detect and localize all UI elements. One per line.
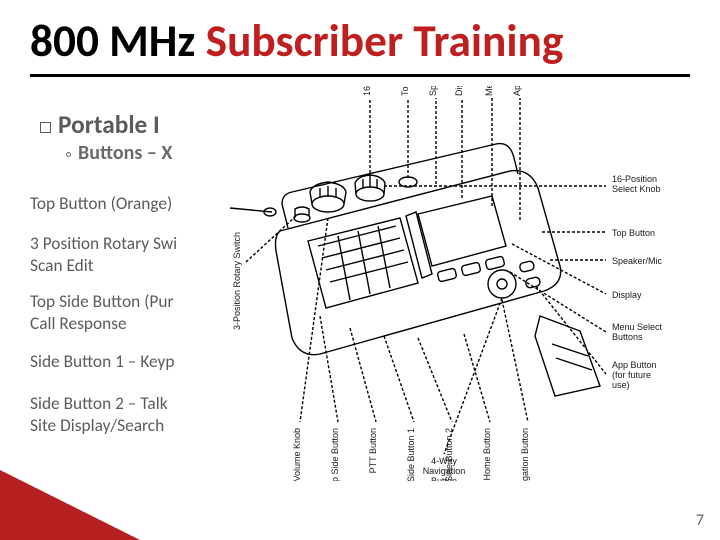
slide: 800 MHz Subscriber Training Portable I B… xyxy=(0,0,720,540)
lbl-bot-0: On/Off/ Volume Knob xyxy=(292,428,302,481)
lbl-bot-3: Side Button 1 xyxy=(406,428,416,481)
radio-diagram: 16-Position Select Knob Top Button Speak… xyxy=(200,86,680,481)
title-rule xyxy=(30,74,690,77)
lbl-top-4: Menu Select Buttons xyxy=(484,86,494,96)
lbl-bot-6: 4-Way Navigation Button xyxy=(520,428,530,481)
square-bullet-icon xyxy=(40,122,51,133)
lbl-right-4: Menu SelectButtons xyxy=(612,322,663,342)
lbl-right-0: 16-PositionSelect Knob xyxy=(612,174,661,194)
bullet-l1-text: Portable I xyxy=(58,109,160,140)
lbl-right-2: Speaker/Mic xyxy=(612,256,663,266)
lbl-top-0: 16-Position Select Knob xyxy=(362,86,372,96)
bullet-l2-text: Buttons – X xyxy=(78,141,172,165)
radio-svg: 16-Position Select Knob Top Button Speak… xyxy=(200,86,680,481)
title-800: 800 MHz xyxy=(30,14,195,69)
circle-bullet-icon xyxy=(66,152,71,157)
item-side-button-1: Side Button 1 – Keyp xyxy=(30,350,175,372)
lbl-bot-1: Top Side Button xyxy=(330,428,340,481)
lbl-top-5: App Button (for future use) xyxy=(512,86,522,96)
lbl-top-2: Speaker/Mic xyxy=(428,86,438,96)
lbl-right-3: Display xyxy=(612,290,642,300)
title-rest: Subscriber Training xyxy=(195,14,563,69)
bullet-level-1: Portable I xyxy=(40,109,160,140)
lbl-bot-2: PTT Button xyxy=(368,428,378,473)
lbl-bot-5: Home Button xyxy=(482,428,492,481)
bullet-level-2: Buttons – X xyxy=(66,141,172,165)
item-rotary-switch: 3 Position Rotary SwiScan Edit xyxy=(30,232,177,276)
lbl-right-1: Top Button xyxy=(612,228,655,238)
lbl-top-3: Display xyxy=(454,86,464,96)
lbl-right-5: App Button(for futureuse) xyxy=(612,360,657,390)
item-top-side-button: Top Side Button (PurCall Response xyxy=(30,290,174,334)
lbl-top-1: Top Button xyxy=(400,86,410,96)
item-top-button: Top Button (Orange) xyxy=(30,192,172,214)
slide-title: 800 MHz Subscriber Training xyxy=(30,14,690,69)
page-number: 7 xyxy=(696,511,704,530)
corner-triangle xyxy=(0,470,140,540)
item-side-button-2: Side Button 2 – TalkSite Display/Search xyxy=(30,392,168,436)
lbl-left: 3-Position Rotary Switch xyxy=(232,232,242,330)
lbl-bot-center: 4-WayNavigationButton xyxy=(423,456,466,481)
